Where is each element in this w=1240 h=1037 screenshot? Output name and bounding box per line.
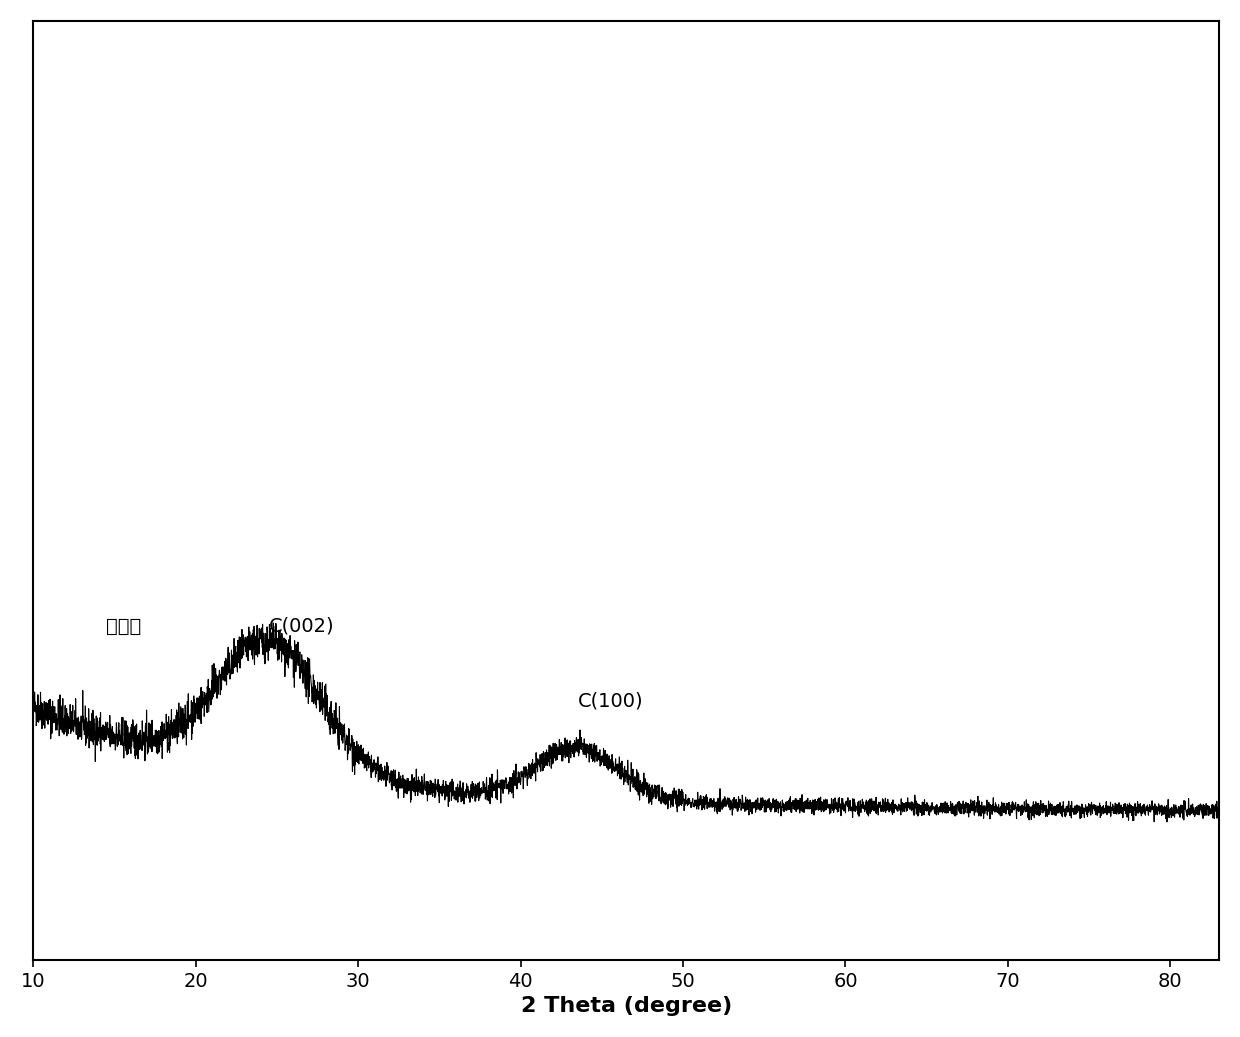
X-axis label: 2 Theta (degree): 2 Theta (degree) bbox=[521, 997, 732, 1016]
Text: C(100): C(100) bbox=[578, 692, 644, 711]
Text: C(002): C(002) bbox=[269, 617, 335, 636]
Text: 生物炭: 生物炭 bbox=[107, 617, 141, 636]
